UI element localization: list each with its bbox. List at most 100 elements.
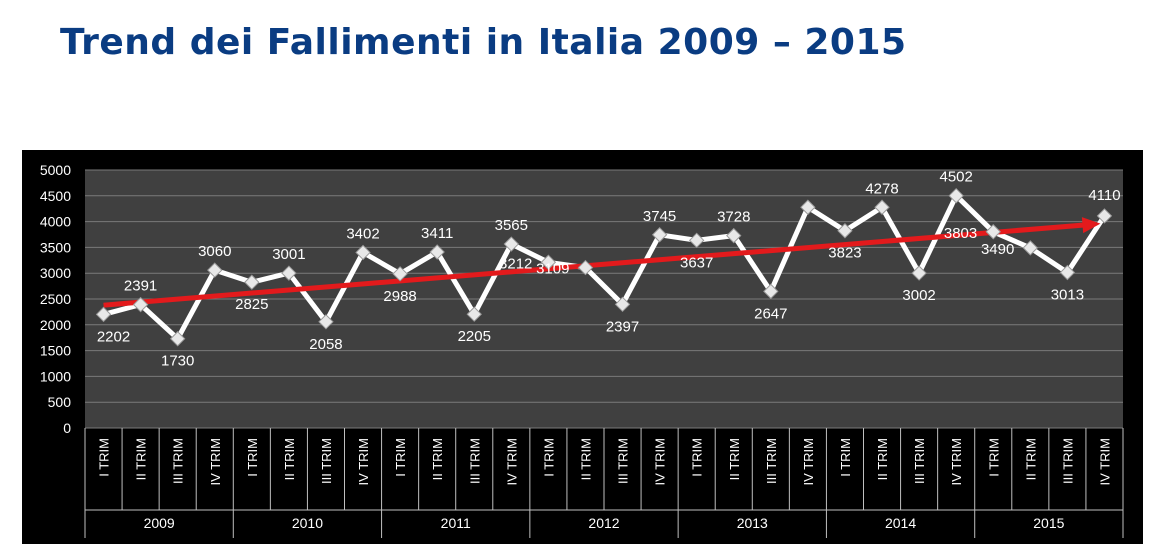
x-tick-label: III TRIM bbox=[171, 438, 186, 484]
data-point bbox=[614, 296, 631, 313]
data-point bbox=[688, 232, 705, 249]
x-tick-label: I TRIM bbox=[690, 438, 705, 477]
year-label: 2010 bbox=[292, 515, 323, 531]
x-tick-label: IV TRIM bbox=[356, 438, 371, 485]
data-label: 3109 bbox=[536, 261, 569, 278]
line-chart: 0 500 1000 1500 2000 2500 3000 3500 4000 4500 5000… bbox=[40, 162, 1124, 538]
x-tick-label: I TRIM bbox=[245, 438, 260, 477]
data-point bbox=[392, 266, 408, 282]
data-point bbox=[985, 224, 1001, 240]
data-label: 2205 bbox=[458, 328, 491, 345]
data-label: 3060 bbox=[198, 243, 231, 260]
data-label: 3490 bbox=[981, 241, 1014, 258]
x-tick-label: III TRIM bbox=[616, 438, 631, 484]
y-tick-label: 5000 bbox=[40, 162, 71, 178]
data-label: 3411 bbox=[421, 225, 453, 242]
y-tick-label: 4500 bbox=[40, 188, 71, 204]
data-label: 4278 bbox=[865, 180, 898, 197]
year-label: 2013 bbox=[737, 515, 768, 531]
x-tick-label: IV TRIM bbox=[504, 438, 519, 485]
data-point bbox=[577, 259, 594, 276]
data-point bbox=[651, 227, 668, 243]
data-label: 3565 bbox=[495, 217, 528, 234]
data-point bbox=[207, 262, 223, 278]
data-point bbox=[948, 187, 964, 204]
data-label: 2825 bbox=[235, 296, 268, 313]
data-point bbox=[837, 223, 853, 239]
data-point bbox=[726, 227, 742, 244]
x-tick-label: IV TRIM bbox=[801, 438, 816, 485]
x-tick-label: I TRIM bbox=[838, 438, 853, 477]
data-point bbox=[1096, 208, 1113, 224]
data-point bbox=[503, 236, 520, 252]
x-tick-label: III TRIM bbox=[319, 438, 334, 484]
data-point bbox=[1022, 240, 1039, 256]
data-label: 3212 bbox=[499, 255, 532, 272]
x-tick-label: I TRIM bbox=[97, 438, 112, 477]
data-label: 1730 bbox=[161, 353, 194, 370]
x-tick-label: III TRIM bbox=[912, 438, 927, 484]
data-point bbox=[318, 314, 334, 330]
x-tick-label: II TRIM bbox=[430, 438, 445, 480]
x-tick-label: IV TRIM bbox=[1097, 438, 1112, 485]
data-point bbox=[355, 244, 371, 261]
data-label: 3001 bbox=[272, 246, 305, 263]
year-label: 2014 bbox=[885, 515, 916, 531]
data-point bbox=[429, 244, 445, 260]
data-label: 2058 bbox=[309, 336, 342, 353]
x-tick-label: III TRIM bbox=[1060, 438, 1075, 484]
x-tick-label: IV TRIM bbox=[208, 438, 223, 485]
year-label: 2011 bbox=[441, 515, 471, 531]
y-tick-label: 3500 bbox=[40, 239, 71, 255]
x-tick-label: II TRIM bbox=[875, 438, 890, 480]
y-tick-label: 2000 bbox=[40, 317, 71, 333]
y-tick-label: 4000 bbox=[40, 214, 71, 230]
y-tick-label: 3000 bbox=[40, 265, 71, 281]
x-tick-label: I TRIM bbox=[986, 438, 1001, 477]
data-label: 3803 bbox=[944, 225, 977, 242]
data-point bbox=[800, 199, 816, 215]
data-label: 2988 bbox=[383, 288, 416, 305]
y-tick-label: 1500 bbox=[40, 343, 71, 359]
x-tick-label: II TRIM bbox=[282, 438, 297, 480]
data-label: 2202 bbox=[97, 328, 130, 345]
data-label: 3745 bbox=[643, 208, 676, 225]
data-point bbox=[132, 296, 149, 313]
data-point bbox=[540, 254, 557, 270]
y-tick-label: 1000 bbox=[40, 368, 71, 384]
data-label: 4502 bbox=[939, 169, 972, 186]
data-point bbox=[169, 331, 186, 347]
x-tick-label: II TRIM bbox=[134, 438, 149, 480]
data-point bbox=[911, 265, 927, 281]
data-point bbox=[95, 306, 112, 323]
x-tick-label: II TRIM bbox=[1023, 438, 1038, 480]
data-label: 2391 bbox=[124, 278, 157, 295]
series-line bbox=[102, 193, 1107, 342]
data-label: 3013 bbox=[1051, 287, 1084, 304]
x-tick-label: IV TRIM bbox=[653, 438, 668, 485]
data-point bbox=[874, 199, 890, 215]
y-tick-label: 500 bbox=[48, 394, 72, 410]
data-point bbox=[244, 274, 260, 290]
data-label: 3637 bbox=[680, 254, 713, 271]
data-label: 2647 bbox=[754, 305, 787, 322]
data-label: 4110 bbox=[1088, 187, 1120, 204]
year-label: 2015 bbox=[1033, 515, 1064, 531]
x-tick-label: II TRIM bbox=[578, 438, 593, 480]
x-tick-label: I TRIM bbox=[393, 438, 408, 477]
data-label: 3002 bbox=[902, 287, 935, 304]
trend-line bbox=[103, 221, 1091, 308]
data-label: 3402 bbox=[346, 225, 379, 242]
chart-container: 0 500 1000 1500 2000 2500 3000 3500 4000 4500 5000… bbox=[22, 150, 1143, 544]
x-tick-label: I TRIM bbox=[541, 438, 556, 477]
data-label: 2397 bbox=[606, 318, 639, 335]
y-tick-label: 2500 bbox=[40, 291, 71, 307]
data-label: 3728 bbox=[717, 209, 750, 226]
page-title: Trend dei Fallimenti in Italia 2009 – 20… bbox=[60, 22, 907, 63]
data-label: 3823 bbox=[828, 245, 861, 262]
year-label: 2012 bbox=[588, 515, 619, 531]
x-tick-label: IV TRIM bbox=[949, 438, 964, 485]
data-point bbox=[1059, 264, 1076, 281]
data-point bbox=[763, 283, 779, 300]
data-point bbox=[281, 265, 297, 281]
